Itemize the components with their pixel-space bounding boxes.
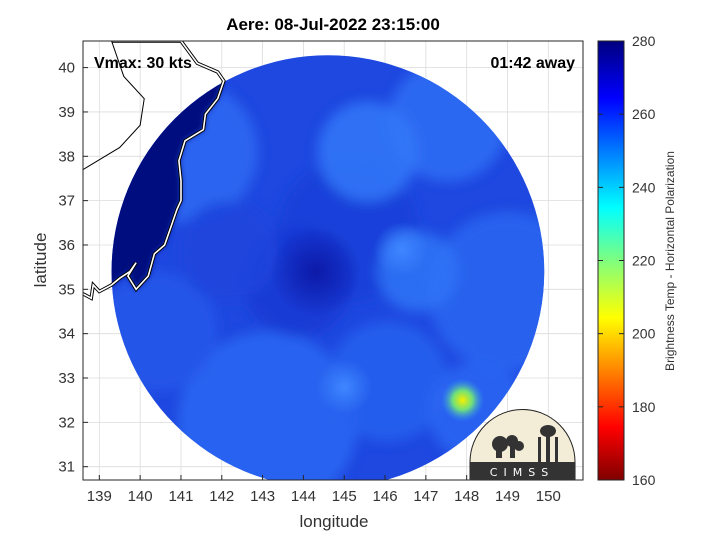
colorbar-tick-label: 160 — [632, 472, 656, 488]
plot-frame — [82, 40, 584, 481]
coastline-west — [83, 41, 145, 171]
chart-title: Aere: 08-Jul-2022 23:15:00 — [226, 15, 440, 34]
cimss-logo-text: CIMSS — [490, 466, 554, 479]
feature-warm-spot — [440, 378, 485, 423]
y-tick-label: 31 — [58, 459, 75, 476]
x-tick-label: 140 — [128, 488, 153, 505]
x-tick-label: 139 — [87, 488, 112, 505]
y-axis: 31 32 33 34 35 36 37 38 39 40 — [58, 60, 88, 476]
x-tick-label: 149 — [495, 488, 520, 505]
vmax-annotation: Vmax: 30 kts — [94, 55, 192, 72]
y-tick-label: 34 — [58, 326, 75, 343]
feature-storm-center — [270, 226, 361, 317]
coastline — [83, 41, 225, 300]
feature-spiral-band-south — [316, 358, 373, 415]
colorbar-tick-label: 280 — [632, 33, 656, 49]
colorbar-label: Brightness Temp - Horizontal Polarizatio… — [663, 151, 677, 371]
x-tick-label: 142 — [209, 488, 234, 505]
x-tick-label: 145 — [332, 488, 357, 505]
x-tick-label: 147 — [413, 488, 438, 505]
x-tick-label: 143 — [250, 488, 275, 505]
y-tick-label: 39 — [58, 104, 75, 121]
x-tick-label: 144 — [291, 488, 316, 505]
colorbar: 160 180 200 220 240 260 280 Brightness Temp - … — [597, 33, 677, 488]
colorbar-tick-label: 200 — [632, 326, 656, 342]
y-tick-label: 38 — [58, 148, 75, 165]
x-tick-label: 146 — [373, 488, 398, 505]
y-tick-label: 32 — [58, 414, 75, 431]
y-tick-label: 33 — [58, 370, 75, 387]
y-tick-label: 35 — [58, 281, 75, 298]
x-tick-label: 150 — [536, 488, 561, 505]
y-tick-label: 36 — [58, 237, 75, 254]
colorbar-tick-label: 180 — [632, 399, 656, 415]
colorbar-tick-label: 260 — [632, 106, 656, 122]
x-tick-label: 148 — [454, 488, 479, 505]
colorbar-tick-label: 240 — [632, 179, 656, 195]
y-tick-label: 40 — [58, 60, 75, 77]
y-tick-label: 37 — [58, 193, 75, 210]
feature-warm-band-east — [373, 221, 430, 278]
x-axis-label: longitude — [299, 512, 368, 531]
x-axis: 139 140 141 142 143 144 145 146 147 148 149 150 — [87, 475, 561, 505]
colorbar-tick-label: 220 — [632, 253, 656, 269]
x-tick-label: 141 — [168, 488, 193, 505]
y-axis-label: latitude — [31, 233, 50, 288]
cimss-logo: CIMSS — [469, 409, 576, 481]
time-offset-annotation: 01:42 away — [490, 55, 575, 72]
